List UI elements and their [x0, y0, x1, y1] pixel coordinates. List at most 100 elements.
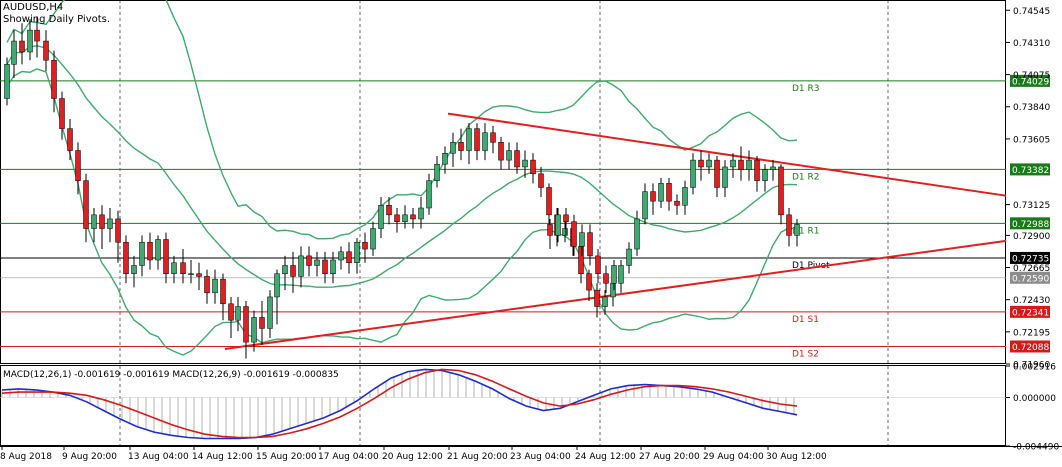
pivot-label: D1 R3	[792, 84, 820, 94]
bollinger-bands	[6, 0, 798, 356]
symbol-label: AUDUSD,H4	[3, 2, 64, 13]
candle-body	[163, 239, 169, 274]
macd-signal-line	[1, 368, 798, 439]
candle-body	[235, 306, 241, 321]
macd-tick-label: 0.000000	[1013, 394, 1056, 404]
candle-body	[204, 276, 210, 294]
candle-body	[27, 29, 33, 53]
time-tick-label: 13 Aug 04:00	[128, 452, 189, 462]
pivot-label: D1 Pivot	[792, 261, 830, 271]
candle-body	[555, 214, 561, 236]
candle-body	[220, 278, 226, 305]
time-tick-label: 27 Aug 20:00	[639, 452, 700, 462]
candle-body	[123, 241, 129, 274]
candle-body	[586, 273, 592, 291]
candle-body	[99, 214, 105, 229]
pivot-label: D1 S1	[792, 315, 819, 325]
time-tick-label: 30 Aug 12:00	[766, 452, 827, 462]
pivot-levels: D1 R3 D1 R2 D1 R1 D1 Pivot D1 S1 D1 S2	[0, 80, 1006, 359]
candle-body	[690, 159, 696, 188]
candle-body	[83, 180, 89, 229]
pivot-price-tag	[1010, 340, 1050, 353]
pivot-price-tag	[1010, 217, 1050, 230]
current-price-value: 0.72590	[1012, 274, 1049, 284]
candle-body	[730, 159, 736, 168]
candle-body	[59, 98, 65, 129]
candle-body	[196, 273, 202, 277]
pivot-price-tag	[1010, 305, 1050, 318]
pivot-price-tag	[1010, 251, 1050, 264]
price-axis: 0.74029 0.73382 0.72988 0.72735 0.72341 0.720…	[1006, 7, 1050, 371]
candle-body	[618, 265, 624, 284]
candle-body	[107, 218, 113, 229]
candle-body	[754, 159, 760, 181]
time-tick-label: 17 Aug 04:00	[318, 452, 379, 462]
pivot-price-tag	[1010, 74, 1050, 87]
candle-body	[571, 221, 577, 247]
candle-body	[410, 214, 416, 220]
pivot-price-value: 0.72988	[1012, 220, 1049, 230]
candle-body	[458, 142, 464, 151]
candle-body	[394, 214, 400, 222]
candle-body	[506, 150, 512, 161]
candle-body	[354, 241, 360, 263]
candle-body	[746, 159, 752, 170]
band-middle	[6, 44, 798, 288]
candle-body	[290, 265, 296, 277]
time-tick-label: 15 Aug 20:00	[256, 452, 317, 462]
time-tick-label: 24 Aug 12:00	[575, 452, 636, 462]
candle-body	[738, 159, 744, 170]
candle-body	[298, 255, 304, 277]
candle-body	[786, 214, 792, 236]
candle-body	[658, 183, 664, 202]
candle-body	[450, 142, 456, 154]
candle-body	[666, 183, 672, 202]
candle-body	[180, 262, 186, 274]
candle-body	[282, 265, 288, 274]
time-tick-label: 8 Aug 2018	[0, 452, 52, 462]
candle-body	[155, 239, 161, 261]
candle-body	[530, 159, 536, 175]
candles	[4, 16, 800, 359]
candle-body	[338, 251, 344, 261]
candle-body	[147, 241, 153, 261]
time-tick-label: 14 Aug 12:00	[192, 452, 253, 462]
candle-body	[514, 150, 520, 168]
candle-body	[322, 259, 328, 274]
price-tick-label: 0.74545	[1013, 7, 1050, 17]
candle-body	[330, 259, 336, 274]
time-tick-label: 9 Aug 20:00	[62, 452, 117, 462]
candle-body	[402, 214, 408, 222]
pivot-price-value: 0.74029	[1012, 77, 1049, 87]
pivot-label: D1 R1	[792, 226, 820, 236]
candle-body	[611, 265, 617, 284]
candle-body	[642, 191, 648, 220]
candle-body	[634, 218, 640, 250]
candle-body	[602, 296, 608, 307]
candle-body	[603, 273, 609, 284]
candle-body	[706, 159, 712, 168]
price-tick-label: 0.71960	[1013, 361, 1050, 371]
candle-body	[171, 262, 177, 274]
price-tick-label: 0.72665	[1013, 264, 1050, 274]
current-price-tag	[1010, 271, 1050, 284]
price-tick-label: 0.72430	[1013, 296, 1050, 306]
candle-body	[19, 40, 25, 53]
candle-body	[51, 59, 57, 99]
candle-body	[522, 159, 528, 168]
candle-body	[11, 40, 17, 65]
time-axis: 8 Aug 2018 9 Aug 20:00 13 Aug 04:00 14 Aug …	[0, 446, 827, 462]
candle-body	[362, 241, 368, 250]
candle-body	[490, 132, 496, 143]
price-tick-label: 0.73605	[1013, 135, 1050, 145]
macd-pane: 0.002916 0.000000 -0.004490	[0, 363, 1059, 453]
candle-body	[370, 228, 376, 250]
time-tick-label: 23 Aug 04:00	[510, 452, 571, 462]
price-tick-label: 0.74310	[1013, 39, 1050, 49]
candle-body	[563, 214, 569, 222]
candle-body	[43, 40, 49, 61]
candle-body	[259, 317, 265, 329]
price-tick-label: 0.72195	[1013, 328, 1050, 338]
candle-body	[442, 153, 448, 165]
